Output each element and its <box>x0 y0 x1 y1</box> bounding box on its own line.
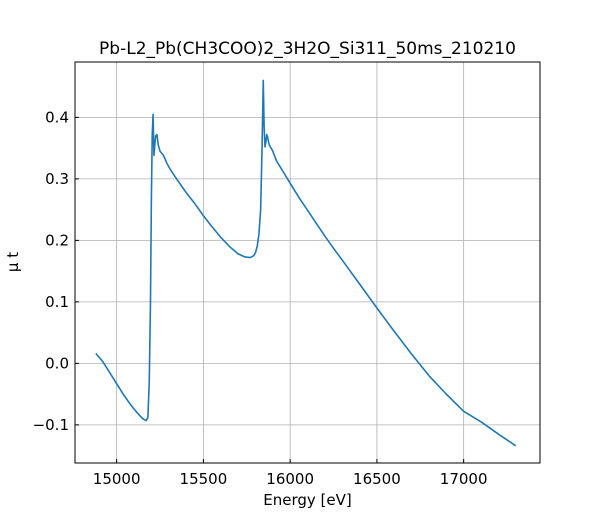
grid-lines <box>75 62 540 463</box>
y-tick-label: −0.1 <box>33 416 69 434</box>
x-tick-label: 17000 <box>440 470 488 488</box>
y-axis-label: μ t <box>4 252 22 272</box>
x-tick-label: 15000 <box>93 470 141 488</box>
plot-frame <box>74 61 541 464</box>
chart-title: Pb-L2_Pb(CH3COO)2_3H2O_Si311_50ms_210210 <box>99 39 516 59</box>
y-axis-ticks: −0.1 0.0 0.1 0.2 0.3 0.4 <box>33 108 79 434</box>
x-tick-label: 15500 <box>180 470 228 488</box>
x-axis-ticks: 15000 15500 16000 16500 17000 <box>93 459 488 488</box>
x-tick-label: 16000 <box>266 470 314 488</box>
x-tick-label: 16500 <box>353 470 401 488</box>
series-layer <box>95 79 517 447</box>
y-tick-label: 0.3 <box>45 170 69 188</box>
y-tick-label: 0.4 <box>45 108 69 126</box>
y-tick-label: 0.1 <box>45 293 69 311</box>
series-line <box>95 79 517 447</box>
y-tick-label: 0.0 <box>45 354 69 372</box>
y-tick-label: 0.2 <box>45 231 69 249</box>
x-axis-label: Energy [eV] <box>263 491 351 509</box>
